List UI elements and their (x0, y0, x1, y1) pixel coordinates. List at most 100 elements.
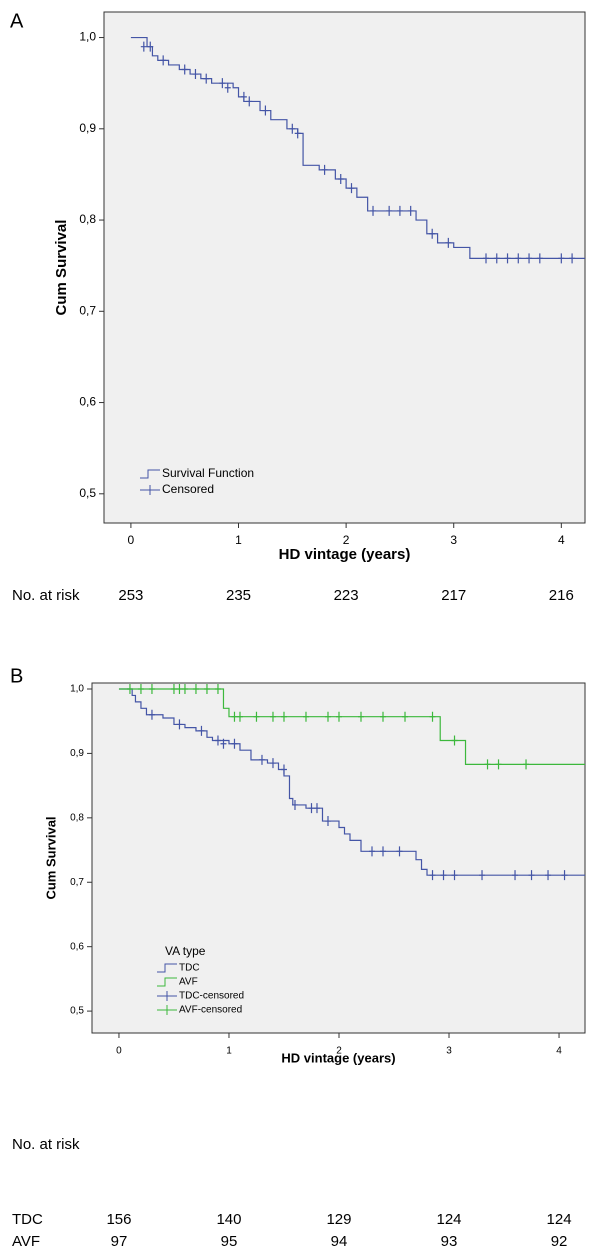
censor-mark (380, 846, 387, 857)
censor-mark (321, 164, 328, 175)
censor-mark (176, 719, 183, 730)
censor-mark (236, 711, 243, 722)
legend-icon (140, 485, 160, 495)
risk-row-name: TDC (12, 1211, 43, 1228)
legend-label: AVF (179, 977, 198, 988)
censor-mark (357, 711, 364, 722)
risk-value: 124 (436, 1211, 461, 1228)
legend-icon (157, 1005, 177, 1015)
censor-mark (214, 683, 221, 694)
x-tick-label: 4 (558, 533, 565, 547)
censor-mark (558, 253, 565, 264)
censor-mark (335, 711, 342, 722)
censor-mark (479, 870, 486, 881)
censor-mark (526, 253, 533, 264)
censor-mark (160, 55, 167, 66)
legend-icon (157, 977, 177, 987)
censor-mark (246, 96, 253, 107)
censor-mark (262, 105, 269, 116)
x-tick-label: 2 (336, 1046, 342, 1057)
y-tick-label: 0,8 (79, 212, 96, 226)
censor-mark (545, 870, 552, 881)
censor-mark (380, 711, 387, 722)
censor-mark (429, 711, 436, 722)
legend-label: AVF-censored (179, 1005, 242, 1016)
y-tick-label: 0,7 (70, 877, 84, 888)
censor-mark (302, 711, 309, 722)
panel-label: A (10, 10, 24, 32)
censor-mark (536, 253, 543, 264)
censor-mark (402, 711, 409, 722)
censor-mark (253, 711, 260, 722)
censor-mark (181, 683, 188, 694)
y-tick-label: 1,0 (70, 684, 84, 695)
risk-value: 156 (106, 1211, 131, 1228)
censor-mark (504, 253, 511, 264)
censor-mark (140, 41, 147, 52)
censor-mark (451, 870, 458, 881)
risk-value: 95 (221, 1233, 238, 1249)
censor-mark (407, 205, 414, 216)
risk-value: 97 (111, 1233, 128, 1249)
censor-mark (203, 73, 210, 84)
y-tick-label: 0,5 (70, 1006, 84, 1017)
censor-mark (214, 735, 221, 746)
risk-value: 235 (226, 587, 251, 604)
censor-mark (440, 870, 447, 881)
censor-mark (484, 759, 491, 770)
censor-mark (429, 870, 436, 881)
risk-value: 92 (551, 1233, 568, 1249)
risk-value: 129 (326, 1211, 351, 1228)
x-tick-label: 3 (450, 533, 457, 547)
censor-mark (369, 846, 376, 857)
censor-mark (445, 237, 452, 248)
censor-mark (258, 754, 265, 765)
censor-mark (324, 711, 331, 722)
x-axis-label: HD vintage (years) (281, 1050, 395, 1065)
censor-mark (313, 803, 320, 814)
plot-area (91, 682, 586, 1034)
censor-mark (512, 870, 519, 881)
panel-label: B (10, 665, 23, 687)
legend-label: Censored (162, 482, 214, 496)
censor-mark (176, 683, 183, 694)
legend-icon (157, 991, 177, 1001)
survival-curve (118, 688, 585, 876)
y-tick-label: 0,9 (70, 748, 84, 759)
censor-mark (493, 253, 500, 264)
legend-icon (140, 469, 160, 479)
censor-mark (396, 846, 403, 857)
censor-mark (231, 738, 238, 749)
risk-label: No. at risk (12, 587, 80, 604)
x-tick-label: 0 (116, 1046, 122, 1057)
censor-mark (429, 228, 436, 239)
legend-title: VA type (165, 944, 206, 958)
survival-curve (118, 688, 585, 765)
censor-mark (386, 205, 393, 216)
censor-mark (269, 711, 276, 722)
risk-value: 217 (441, 587, 466, 604)
risk-value: 223 (334, 587, 359, 604)
x-axis-label: HD vintage (years) (279, 546, 411, 563)
y-tick-label: 0,6 (70, 941, 84, 952)
y-tick-label: 0,7 (79, 303, 96, 317)
censor-mark (148, 709, 155, 720)
censor-mark (528, 870, 535, 881)
censor-mark (126, 683, 133, 694)
x-tick-label: 3 (446, 1046, 452, 1057)
x-tick-label: 2 (343, 533, 350, 547)
censor-mark (396, 205, 403, 216)
y-tick-label: 1,0 (79, 30, 96, 44)
legend-label: TDC (179, 963, 200, 974)
risk-value: 94 (331, 1233, 348, 1249)
censor-mark (198, 725, 205, 736)
y-tick-label: 0,8 (70, 812, 84, 823)
y-axis-label: Cum Survival (43, 816, 58, 899)
y-tick-label: 0,5 (79, 486, 96, 500)
censor-mark (294, 128, 301, 139)
risk-row-name: AVF (12, 1233, 40, 1249)
censor-mark (483, 253, 490, 264)
censor-mark (148, 683, 155, 694)
